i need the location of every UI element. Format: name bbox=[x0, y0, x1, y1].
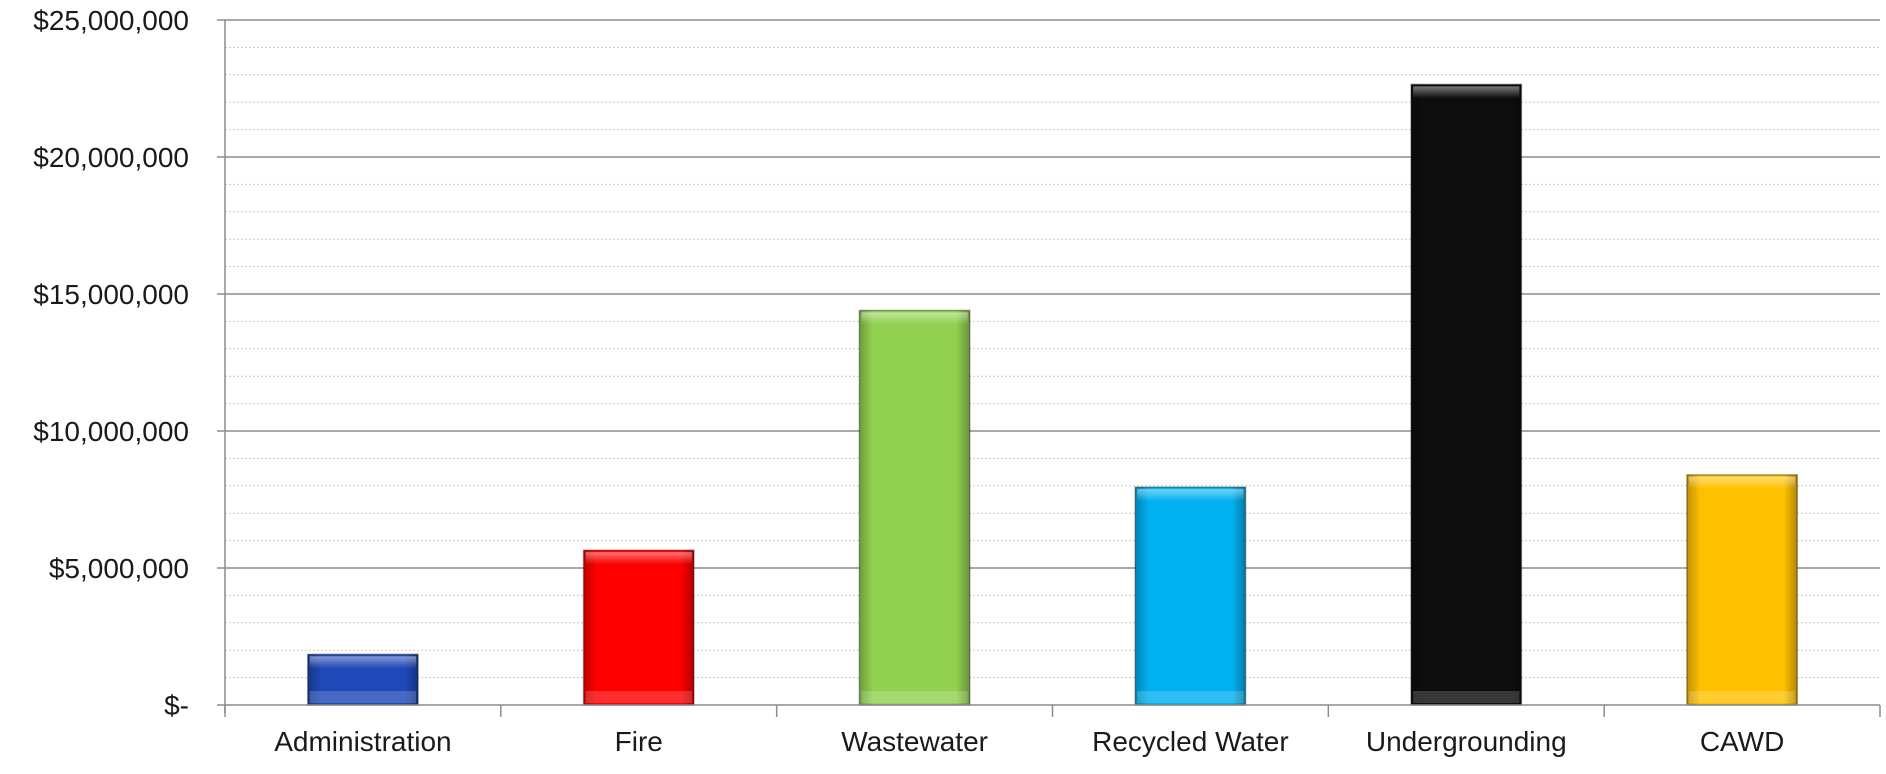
bar-bevel-top bbox=[585, 552, 692, 565]
y-tick-label: $15,000,000 bbox=[33, 279, 189, 310]
gridlines bbox=[225, 19, 1880, 679]
bar-bevel-bottom bbox=[861, 691, 968, 703]
tick-labels: $- $5,000,000 $10,000,000 $15,000,000 $20,00… bbox=[33, 5, 1784, 757]
bar-cawd bbox=[1686, 474, 1798, 706]
y-tick-label: $5,000,000 bbox=[49, 553, 189, 584]
bar-fire bbox=[582, 549, 695, 706]
y-tick-label: $20,000,000 bbox=[33, 142, 189, 173]
bar-bevel-bottom bbox=[1137, 691, 1244, 703]
y-tick-label: $- bbox=[164, 690, 189, 721]
bars bbox=[307, 83, 1798, 706]
bar-bevel-bottom bbox=[585, 691, 692, 703]
y-tick-label: $25,000,000 bbox=[33, 5, 189, 36]
axes bbox=[217, 19, 1881, 717]
x-tick-label: Fire bbox=[615, 726, 663, 757]
bar-bevel-top bbox=[309, 656, 417, 669]
bar-administration bbox=[307, 653, 419, 706]
bar-bevel-sides bbox=[1686, 474, 1798, 705]
bar-recycled-water bbox=[1134, 486, 1247, 706]
x-tick-label: Administration bbox=[274, 726, 451, 757]
bar-bevel-top bbox=[1413, 86, 1520, 99]
bar-bevel-sides bbox=[583, 550, 694, 705]
x-tick-label: Recycled Water bbox=[1092, 726, 1289, 757]
x-tick-label: CAWD bbox=[1700, 726, 1785, 757]
bar-bevel-top bbox=[861, 312, 968, 325]
x-tick-label: Undergrounding bbox=[1366, 726, 1567, 757]
bar-bevel-bottom bbox=[309, 691, 417, 703]
bar-bevel-sides bbox=[1135, 487, 1246, 705]
bar-bevel-top bbox=[1688, 476, 1796, 489]
bar-bevel-top bbox=[1137, 489, 1244, 502]
x-tick-label: Wastewater bbox=[841, 726, 988, 757]
bar-bevel-bottom bbox=[1413, 691, 1520, 703]
bar-undergrounding bbox=[1410, 83, 1523, 706]
bar-wastewater bbox=[858, 309, 971, 706]
bar-bevel-sides bbox=[859, 310, 970, 705]
bar-bevel-sides bbox=[1411, 84, 1522, 705]
bar-bevel-bottom bbox=[1688, 691, 1796, 703]
y-tick-label: $10,000,000 bbox=[33, 416, 189, 447]
